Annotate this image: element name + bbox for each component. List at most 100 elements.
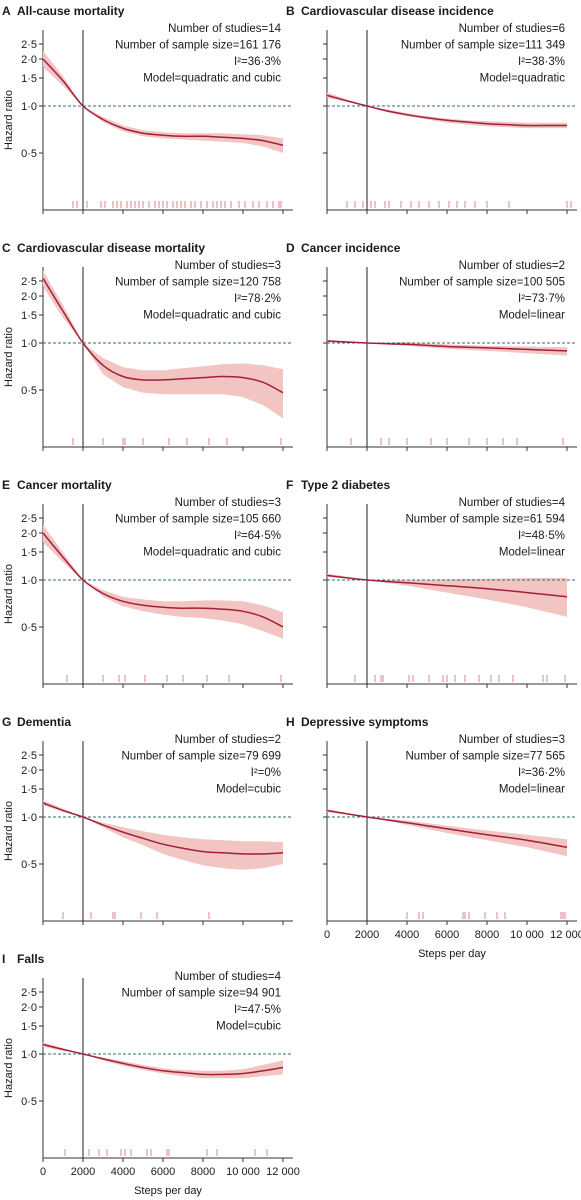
estimate-curve (42, 58, 284, 147)
stat-line: Number of studies=2 (175, 734, 281, 746)
x-tick-label: 4000 (111, 1166, 135, 1178)
stat-line: Number of sample size=100 505 (399, 277, 565, 289)
panel-title: Cancer incidence (301, 241, 401, 255)
y-tick-label: 1·0 (21, 812, 37, 824)
x-tick-label: 8000 (475, 929, 499, 941)
stat-line: Number of sample size=111 349 (401, 40, 565, 52)
stat-line: I²=48·5% (518, 530, 565, 542)
stat-line: Model=cubic (216, 784, 281, 796)
stat-line: Model=quadratic and cubic (143, 73, 281, 85)
stat-line: Number of studies=4 (459, 497, 566, 509)
confidence-band (43, 270, 283, 419)
panel-letter: D (286, 241, 295, 255)
x-tick-label: 6000 (435, 929, 459, 941)
estimate-curve (326, 94, 567, 127)
y-tick-label: 1·5 (21, 310, 37, 322)
estimate-curve (326, 340, 568, 352)
x-tick-label: 0 (324, 929, 330, 941)
panel-title: Cancer mortality (17, 478, 112, 492)
panel-g: G Dementia Number of studies=2 Number of sa… (2, 715, 293, 925)
stat-line: I²=36·3% (234, 56, 281, 68)
panel-title: Dementia (17, 715, 71, 729)
y-axis-title: Hazard ratio (3, 564, 15, 624)
panel-i: I Falls Number of studies=4 Number of sampl… (2, 952, 300, 1197)
y-tick-label: 2·0 (21, 54, 37, 66)
x-tick-label: 2000 (71, 1166, 95, 1178)
y-tick-label: 1·5 (21, 73, 37, 85)
panel-title: Depressive symptoms (301, 715, 429, 729)
x-tick-label: 4000 (395, 929, 419, 941)
stat-line: I²=73·7% (518, 293, 565, 305)
x-tick-label: 10 000 (226, 1166, 260, 1178)
estimate-curve (42, 1043, 284, 1076)
panel-letter: I (2, 952, 5, 966)
stat-line: Number of sample size=105 660 (115, 514, 281, 526)
stat-line: Number of sample size=161 176 (115, 40, 281, 52)
stat-line: Number of studies=6 (459, 23, 565, 35)
stat-line: Model=cubic (216, 1021, 281, 1033)
x-tick-label: 10 000 (510, 929, 544, 941)
y-axis-title: Hazard ratio (3, 801, 15, 861)
y-tick-label: 2·5 (21, 987, 37, 999)
estimate-curve (42, 802, 284, 855)
stat-line: I²=78·2% (234, 293, 281, 305)
panel-f: F Type 2 diabetes Number of studies=4 Numbe… (286, 478, 577, 688)
confidence-band (43, 51, 283, 153)
y-tick-label: 2·0 (21, 765, 37, 777)
y-tick-label: 2·5 (21, 513, 37, 525)
stat-line: Model=linear (499, 310, 565, 322)
stat-line: I²=38·3% (518, 56, 565, 68)
stat-line: Number of studies=3 (459, 734, 565, 746)
stat-line: Number of studies=2 (459, 260, 565, 272)
x-tick-label: 12 000 (266, 1166, 300, 1178)
panel-letter: A (2, 4, 11, 18)
stat-line: I²=36·2% (518, 767, 565, 779)
x-tick-label: 0 (40, 1166, 46, 1178)
x-tick-label: 2000 (355, 929, 379, 941)
y-tick-label: 1·0 (21, 1049, 37, 1061)
panel-title: Cardiovascular disease incidence (301, 4, 494, 18)
panel-letter: H (286, 715, 295, 729)
stat-line: Model=linear (499, 547, 565, 559)
panel-letter: G (2, 715, 11, 729)
confidence-band (43, 525, 283, 639)
y-axis-title: Hazard ratio (3, 327, 15, 387)
y-tick-label: 0·5 (21, 859, 37, 871)
y-tick-label: 0·5 (21, 622, 37, 634)
x-tick-label: 6000 (151, 1166, 175, 1178)
y-tick-label: 2·5 (21, 39, 37, 51)
stat-line: I²=0% (251, 767, 281, 779)
y-tick-label: 2·5 (21, 750, 37, 762)
panel-c: C Cardiovascular disease mortality Number … (2, 241, 293, 451)
y-tick-label: 2·5 (21, 276, 37, 288)
estimate-curve (326, 809, 568, 849)
stat-line: Number of studies=4 (175, 971, 282, 983)
panel-b: B Cardiovascular disease incidence Number … (286, 4, 577, 214)
y-tick-label: 2·0 (21, 1002, 37, 1014)
confidence-band (43, 800, 283, 870)
y-axis-title: Hazard ratio (3, 90, 15, 150)
y-tick-label: 0·5 (21, 1096, 37, 1108)
x-tick-label: 8000 (191, 1166, 215, 1178)
y-tick-label: 1·0 (21, 338, 37, 350)
stat-line: Number of sample size=94 901 (122, 988, 282, 1000)
panel-letter: C (2, 241, 11, 255)
panel-e: E Cancer mortality Number of studies=3 Numb… (2, 478, 293, 688)
y-tick-label: 1·5 (21, 1021, 37, 1033)
estimate-curve (42, 532, 284, 628)
stat-line: Number of studies=3 (175, 260, 281, 272)
stat-line: Number of studies=14 (168, 23, 281, 35)
confidence-band (327, 573, 567, 617)
confidence-band (327, 92, 567, 129)
panel-d: D Cancer incidence Number of studies=2 Numb… (286, 241, 577, 451)
stat-line: I²=47·5% (234, 1004, 281, 1016)
panel-title: All-cause mortality (17, 4, 125, 18)
stat-line: Number of studies=3 (175, 497, 281, 509)
stat-line: Number of sample size=77 565 (406, 751, 566, 763)
y-axis-title: Hazard ratio (3, 1038, 15, 1098)
panel-letter: B (286, 4, 295, 18)
stat-line: Number of sample size=120 758 (115, 277, 281, 289)
y-tick-label: 1·0 (21, 101, 37, 113)
panel-title: Falls (17, 952, 45, 966)
